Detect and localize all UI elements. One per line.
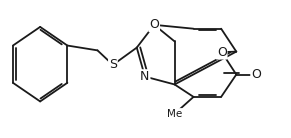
Text: N: N bbox=[140, 70, 150, 83]
Text: O: O bbox=[251, 68, 261, 81]
Text: S: S bbox=[109, 58, 117, 71]
Text: O: O bbox=[149, 18, 159, 31]
Text: Me: Me bbox=[167, 109, 182, 119]
Text: O: O bbox=[217, 46, 227, 59]
